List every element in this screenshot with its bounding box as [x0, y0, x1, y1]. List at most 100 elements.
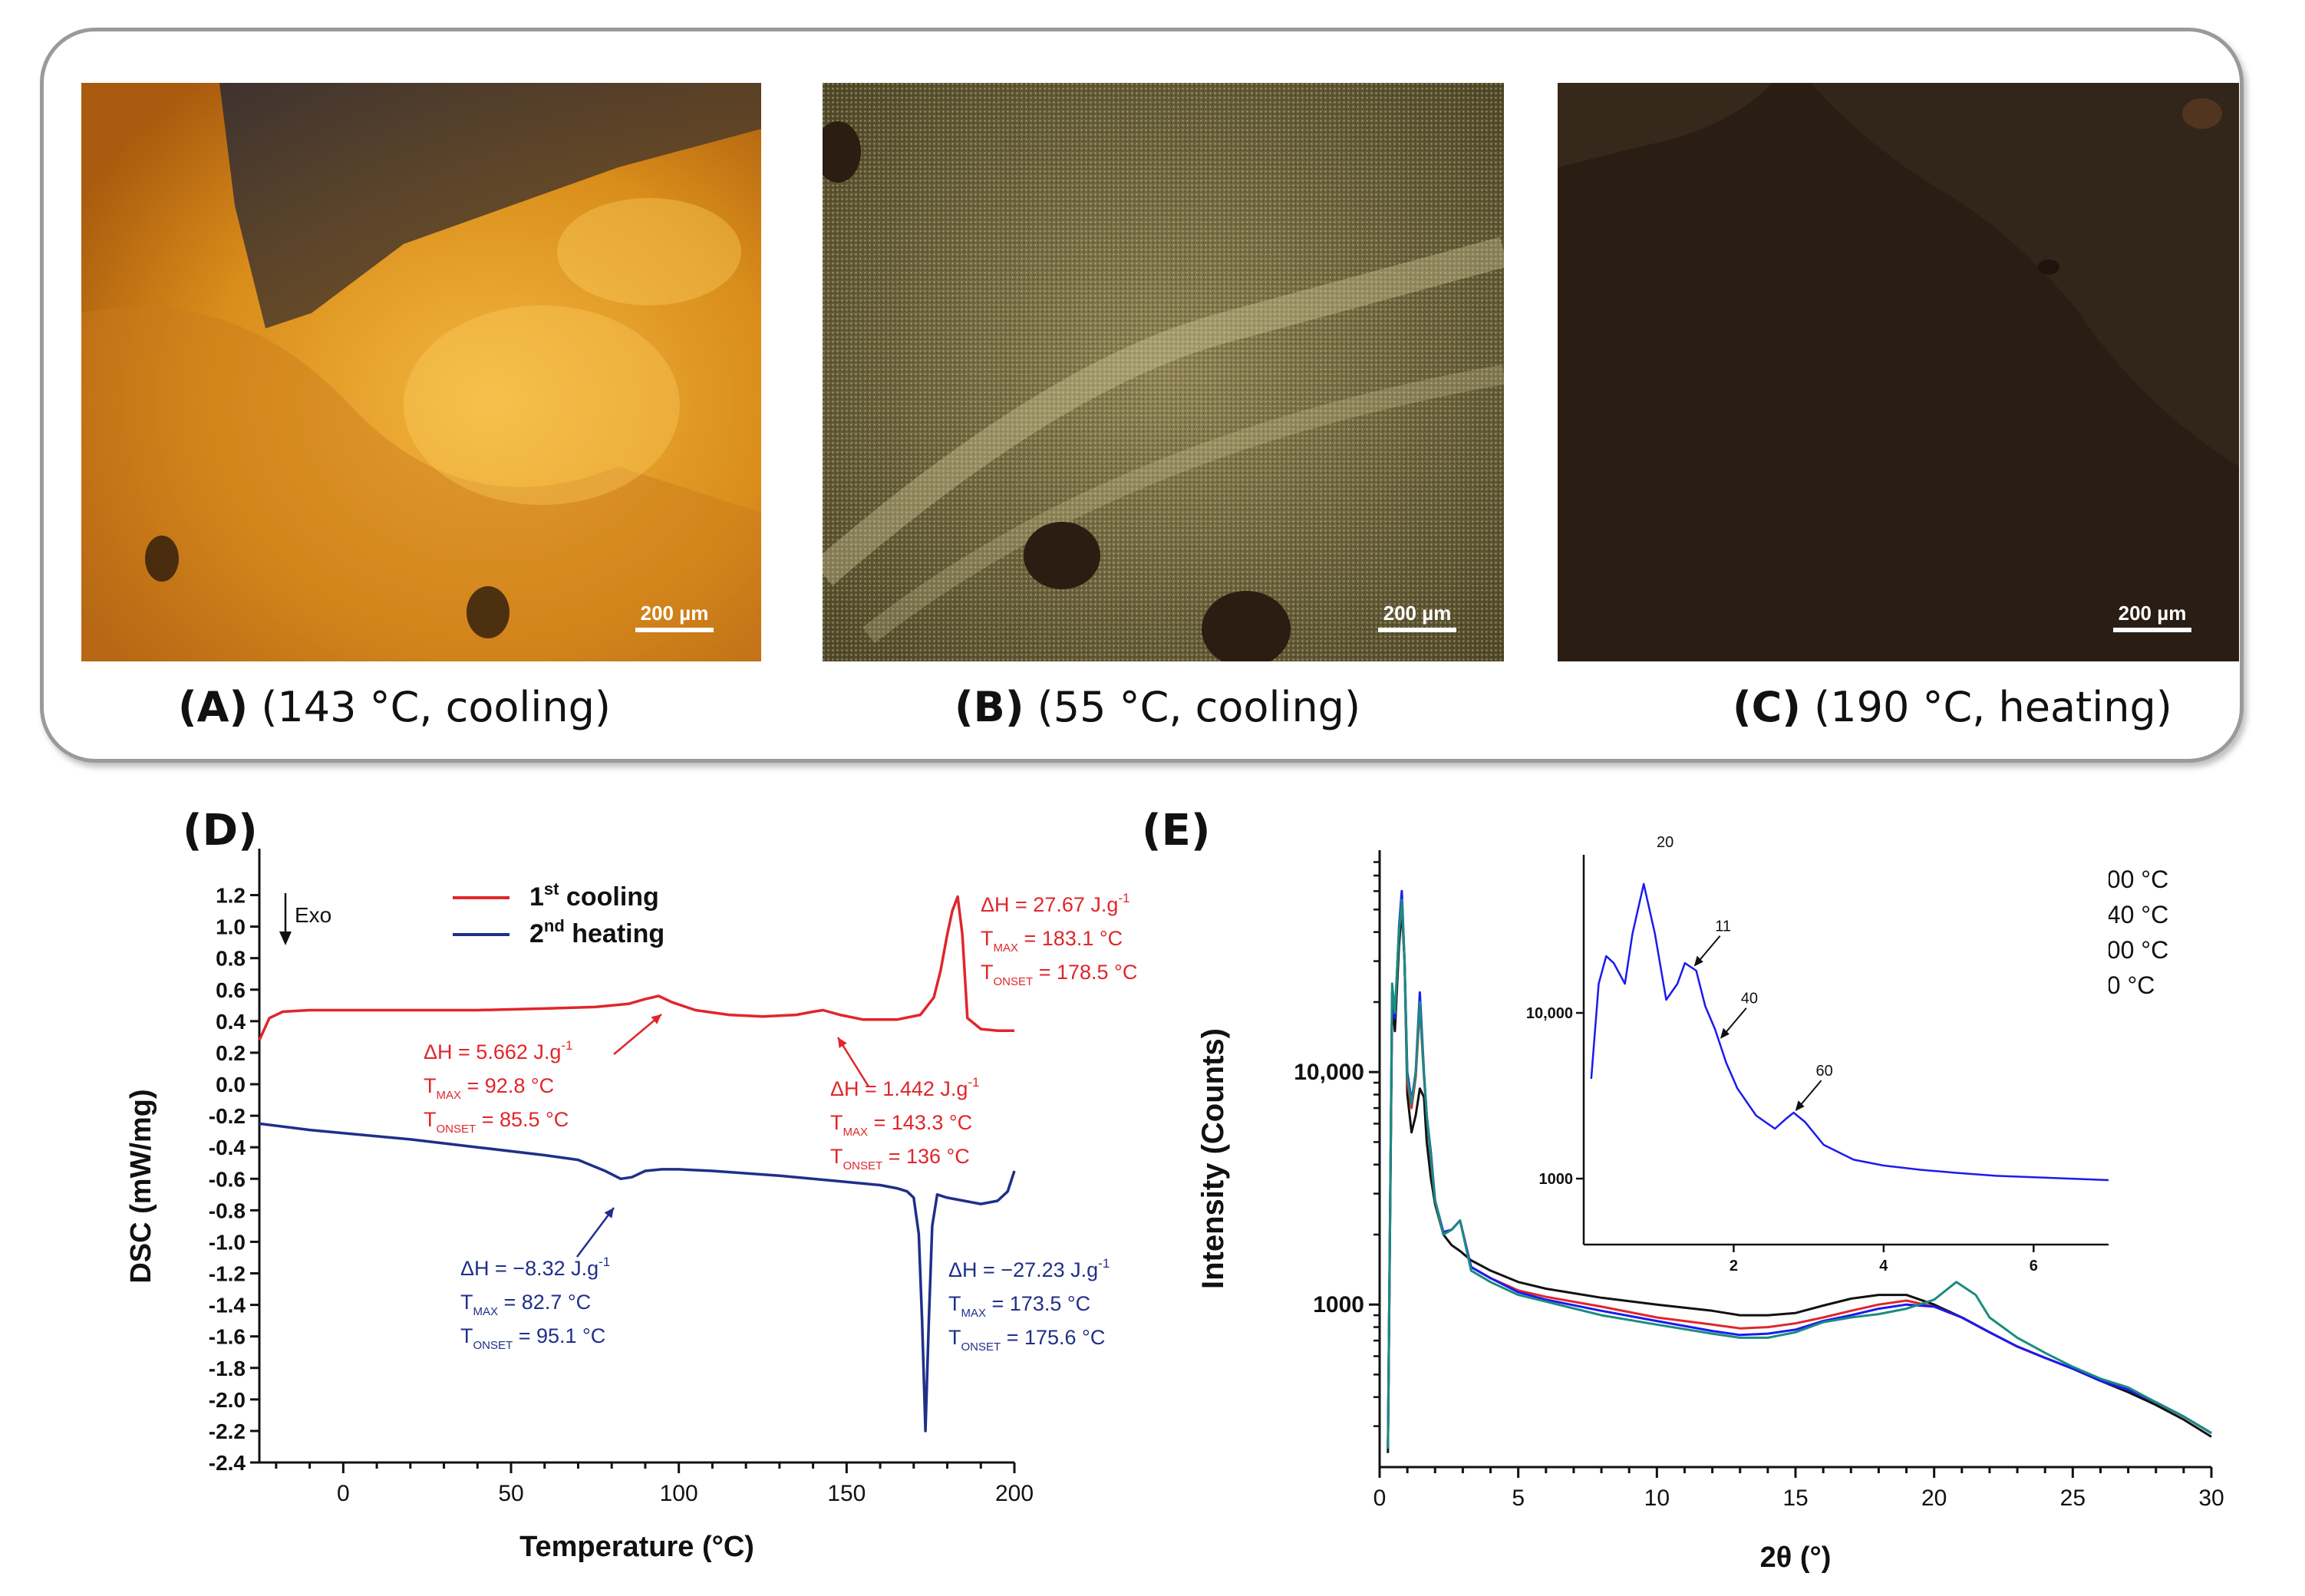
xrd-inset-background: [1584, 855, 2109, 1245]
scale-bar-label-c: 200 µm: [2119, 602, 2187, 625]
dsc-x-axis-label: Temperature (°C): [519, 1531, 754, 1563]
xrd-inset-peak-label: 40: [1741, 991, 1758, 1007]
micrograph-b: 200 µm: [823, 83, 1504, 661]
dsc-annotation-tonset: TONSET = 95.1 °C: [460, 1324, 605, 1352]
caption-b: (B) (55 °C, cooling): [955, 683, 1360, 731]
dsc-y-tick-label: 0.4: [216, 1010, 246, 1034]
dsc-annotation-arrow-head-icon: [651, 1014, 661, 1024]
dsc-x-tick-label: 0: [337, 1481, 350, 1506]
xrd-inset-peak-arrow-head-icon: [1795, 1100, 1805, 1112]
xrd-inset-peak-label: 11: [1715, 918, 1731, 935]
caption-a-letter: (A): [178, 683, 249, 731]
dsc-x-tick-label: 100: [660, 1481, 698, 1506]
micrograph-panel-frame: [40, 28, 2244, 763]
xrd-x-axis-label: 2θ (°): [1760, 1542, 1832, 1574]
xrd-inset-series-line: [1590, 882, 2109, 1182]
dsc-y-tick-label: 0.6: [216, 978, 246, 1002]
dsc-annotation-tonset: TONSET = 175.6 °C: [948, 1326, 1105, 1354]
scale-bar-label-b: 200 µm: [1383, 602, 1452, 625]
xrd-inset-peak-arrow-head-icon: [1693, 955, 1703, 967]
dsc-annotation-arrow-head-icon: [604, 1208, 614, 1218]
micrograph-c: 200 µm: [1558, 83, 2239, 661]
xrd-x-tick-label: 0: [1373, 1486, 1387, 1511]
dsc-y-tick-label: 1.2: [216, 884, 246, 908]
xrd-y-axis-label: Intensity (Counts): [1196, 1028, 1230, 1289]
caption-b-letter: (B): [955, 683, 1024, 731]
dsc-y-tick-label: -0.8: [209, 1199, 246, 1222]
dsc-annotation-tonset: TONSET = 85.5 °C: [424, 1108, 569, 1136]
dsc-annotation-arrow-icon: [613, 1014, 662, 1055]
dsc-y-tick-label: 0.8: [216, 947, 246, 971]
exo-arrow-head-icon: [279, 932, 292, 945]
xrd-x-tick-label: 10: [1644, 1486, 1670, 1511]
dsc-y-tick-label: 0.2: [216, 1041, 246, 1065]
panel-label-d: (D): [183, 806, 258, 856]
dsc-y-tick-label: 0.0: [216, 1073, 246, 1096]
xrd-y-tick-label: 10,000: [1294, 1060, 1364, 1085]
dsc-annotation-arrow-head-icon: [838, 1037, 847, 1048]
dsc-y-tick-label: -1.8: [209, 1357, 246, 1380]
dsc-annotation-dh: ΔH = 5.662 J.g-1: [424, 1038, 573, 1063]
dsc-y-tick-label: -0.4: [209, 1136, 246, 1159]
dsc-annotation-tmax: TMAX = 82.7 °C: [460, 1291, 591, 1318]
dsc-x-tick-label: 200: [995, 1481, 1034, 1506]
dsc-annotation: ΔH = −27.23 J.g-1 TMAX = 173.5 °C TONSET =…: [948, 1256, 1110, 1354]
dsc-y-tick-label: -1.6: [209, 1325, 246, 1349]
dsc-y-axis-label: DSC (mW/mg): [125, 1089, 157, 1283]
dsc-annotation-tmax: TMAX = 92.8 °C: [424, 1074, 554, 1102]
xrd-inset-peak-arrow-head-icon: [1720, 1027, 1730, 1039]
dsc-annotation: ΔH = 1.442 J.g-1 TMAX = 143.3 °C TONSET = …: [830, 1037, 980, 1172]
dsc-x-tick-label: 150: [827, 1481, 866, 1506]
panel-label-e: (E): [1142, 806, 1211, 856]
xrd-inset-x-tick-label: 4: [1879, 1258, 1888, 1274]
dsc-annotation-tonset: TONSET = 136 °C: [830, 1145, 970, 1172]
dsc-legend-label: 1st cooling: [529, 879, 659, 912]
dsc-annotation-tmax: TMAX = 173.5 °C: [948, 1292, 1090, 1320]
dsc-annotation-tonset: TONSET = 178.5 °C: [981, 961, 1137, 988]
xrd-y-tick-label: 1000: [1313, 1292, 1364, 1317]
dsc-x-tick-label: 50: [498, 1481, 523, 1506]
xrd-inset-peak-label: 20: [1657, 834, 1674, 851]
dsc-y-tick-label: -1.2: [209, 1262, 246, 1286]
dsc-y-tick-label: -0.2: [209, 1104, 246, 1128]
exo-label: Exo: [295, 903, 331, 927]
xrd-inset-x-tick-label: 2: [1730, 1258, 1738, 1274]
dsc-cooling-curve: [258, 895, 1014, 1041]
dsc-annotation: ΔH = −8.32 J.g-1 TMAX = 82.7 °C TONSET = 9…: [460, 1207, 615, 1352]
dsc-annotation-tmax: TMAX = 183.1 °C: [981, 927, 1123, 955]
xrd-inset-x-tick-label: 6: [2030, 1258, 2038, 1274]
scale-bar-label-a: 200 µm: [641, 602, 709, 625]
dsc-y-tick-label: -1.0: [209, 1230, 246, 1254]
dsc-annotation: ΔH = 27.67 J.g-1 TMAX = 183.1 °C TONSET = …: [981, 891, 1137, 988]
xrd-x-tick-label: 5: [1512, 1486, 1525, 1511]
caption-b-text: (55 °C, cooling): [1024, 683, 1361, 731]
dsc-annotation-dh: ΔH = −27.23 J.g-1: [948, 1256, 1110, 1281]
dsc-y-tick-label: -1.4: [209, 1294, 246, 1317]
dsc-y-tick-label: -2.4: [209, 1451, 246, 1475]
xrd-x-tick-label: 20: [1921, 1486, 1947, 1511]
dsc-y-tick-label: 1.0: [216, 915, 246, 939]
caption-c: (C) (190 °C, heating): [1733, 683, 2172, 731]
xrd-inset-y-tick-label: 10,000: [1526, 1005, 1573, 1022]
dsc-annotation-tmax: TMAX = 143.3 °C: [830, 1111, 972, 1139]
xrd-x-tick-label: 30: [2198, 1486, 2224, 1511]
dsc-legend-label: 2nd heating: [529, 916, 664, 948]
dsc-annotation-dh: ΔH = −8.32 J.g-1: [460, 1255, 610, 1280]
dsc-y-tick-label: -2.0: [209, 1388, 246, 1412]
caption-c-letter: (C): [1733, 683, 1801, 731]
dsc-heating-curve: [259, 1122, 1016, 1433]
dsc-annotation-arrow-icon: [576, 1207, 615, 1258]
micrograph-a: 200 µm: [81, 83, 761, 661]
dsc-annotation: ΔH = 5.662 J.g-1 TMAX = 92.8 °C TONSET = 8…: [424, 1014, 662, 1136]
caption-c-text: (190 °C, heating): [1801, 683, 2172, 731]
xrd-inset-y-tick-label: 1000: [1539, 1171, 1574, 1188]
caption-a: (A) (143 °C, cooling): [178, 683, 611, 731]
dsc-annotation-dh: ΔH = 27.67 J.g-1: [981, 891, 1130, 916]
caption-a-text: (143 °C, cooling): [248, 683, 611, 731]
xrd-x-tick-label: 25: [2060, 1486, 2086, 1511]
xrd-series-line: [1387, 899, 2212, 1449]
dsc-annotation-dh: ΔH = 1.442 J.g-1: [830, 1075, 980, 1100]
dsc-y-tick-label: -2.2: [209, 1420, 246, 1443]
dsc-y-tick-label: -0.6: [209, 1167, 246, 1191]
